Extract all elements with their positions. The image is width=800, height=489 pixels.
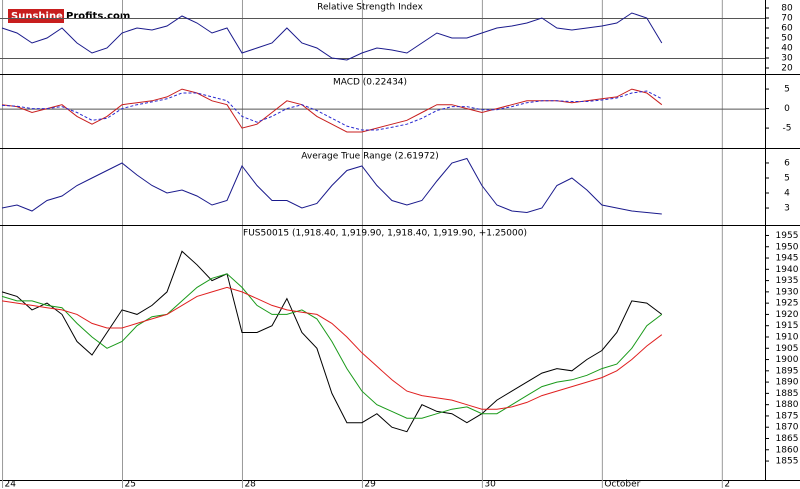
y-tick-label: 1940: [776, 265, 799, 275]
y-tick-label: 5: [784, 85, 790, 95]
x-tick-label: October: [604, 480, 640, 489]
y-tick-label: 1930: [776, 287, 799, 297]
y-tick-label: 70: [781, 14, 793, 24]
x-tick-label: 2: [724, 480, 730, 489]
y-tick-label: 20: [781, 64, 793, 74]
panel-title: FUS50015 (1,918.40, 1,919.90, 1,918.40, …: [243, 229, 527, 239]
panel-title: Relative Strength Index: [317, 3, 423, 13]
y-tick-label: 5: [784, 173, 790, 183]
logo-text: Profits.com: [66, 11, 130, 22]
y-tick-label: 1880: [776, 400, 799, 410]
panel-title: Average True Range (2.61972): [301, 152, 438, 162]
x-tick-label: 30: [484, 480, 496, 489]
series-line: [1, 250, 663, 433]
y-tick-label: 40: [781, 44, 793, 54]
y-tick-label: -5: [783, 124, 792, 134]
y-tick-label: 1955: [776, 231, 799, 241]
logo-box: [8, 9, 64, 23]
y-tick-label: 1950: [776, 242, 799, 252]
y-tick-label: 1910: [776, 332, 799, 342]
y-tick-label: 60: [781, 24, 793, 34]
x-tick-label: 28: [244, 480, 256, 489]
y-tick-label: 1860: [776, 445, 799, 455]
y-tick-label: 1870: [776, 423, 799, 433]
y-tick-label: 1900: [776, 355, 799, 365]
series-line: [1, 286, 663, 410]
y-tick-label: 1920: [776, 310, 799, 320]
y-tick-label: 4: [784, 189, 790, 199]
y-tick-label: 1905: [776, 344, 799, 354]
x-tick-label: 25: [125, 480, 136, 489]
x-tick-label: 24: [5, 480, 17, 489]
series-line: [1, 90, 663, 131]
logo-text: Sunshine: [11, 11, 63, 22]
series-line: [1, 157, 662, 215]
y-tick-label: 1865: [776, 434, 799, 444]
y-tick-label: 1945: [776, 254, 799, 264]
series-line: [1, 12, 663, 61]
y-tick-label: 0: [784, 104, 790, 114]
series-line: [1, 273, 663, 419]
x-tick-label: 29: [364, 480, 376, 489]
y-tick-label: 3: [784, 204, 790, 214]
y-tick-label: 80: [781, 4, 793, 14]
y-tick-label: 1925: [776, 299, 799, 309]
y-tick-label: 1875: [776, 411, 799, 421]
y-tick-label: 1915: [776, 321, 799, 331]
y-tick-label: 1890: [776, 378, 799, 388]
y-tick-label: 1935: [776, 276, 799, 286]
y-tick-label: 1855: [776, 457, 799, 467]
y-tick-label: 6: [784, 158, 790, 168]
y-tick-label: 1895: [776, 366, 799, 376]
y-tick-label: 30: [781, 54, 793, 64]
panel-title: MACD (0.22434): [333, 78, 407, 88]
y-tick-label: 1885: [776, 389, 799, 399]
y-tick-label: 50: [781, 34, 793, 44]
